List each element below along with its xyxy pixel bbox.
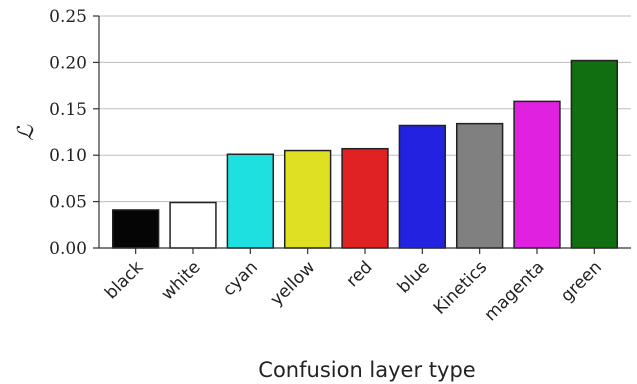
y-tick-label: 0.05 [49, 193, 87, 213]
bar-black [111, 209, 160, 249]
y-axis-title: ℒ [14, 124, 39, 141]
x-tick-labels: black white cyan yellow red blueKineticsmagen… [101, 248, 606, 325]
y-tick-label: 0.10 [49, 146, 87, 166]
bar-blue [398, 124, 447, 249]
bars [111, 59, 619, 249]
y-tick-label: 0.00 [49, 239, 87, 259]
x-tick-label: green [557, 257, 606, 306]
x-axis-title: Confusion layer type [258, 358, 475, 382]
x-tick-label: white [157, 257, 204, 304]
bar-magenta [513, 100, 561, 249]
bar-red [341, 147, 389, 249]
x-tick-label: yellow [267, 257, 320, 310]
y-tick-label: 0.20 [49, 53, 87, 73]
x-tick-label: magenta [481, 257, 549, 325]
bar-yellow [283, 149, 332, 249]
bar-cyan [226, 153, 275, 249]
x-tick-label: cyan [219, 257, 262, 300]
y-tick-label: 0.15 [49, 100, 87, 120]
y-tick-label: 0.25 [49, 7, 87, 27]
y-tick-labels: 0.00 0.05 0.10 0.15 0.20 0.25 [49, 7, 99, 259]
x-tick-label: blue [394, 257, 434, 297]
x-tick-label: black [101, 257, 147, 303]
bar-kinetics [455, 122, 504, 249]
x-tick-label: red [343, 257, 377, 291]
bar-green [570, 59, 619, 249]
bar-white [169, 201, 217, 249]
